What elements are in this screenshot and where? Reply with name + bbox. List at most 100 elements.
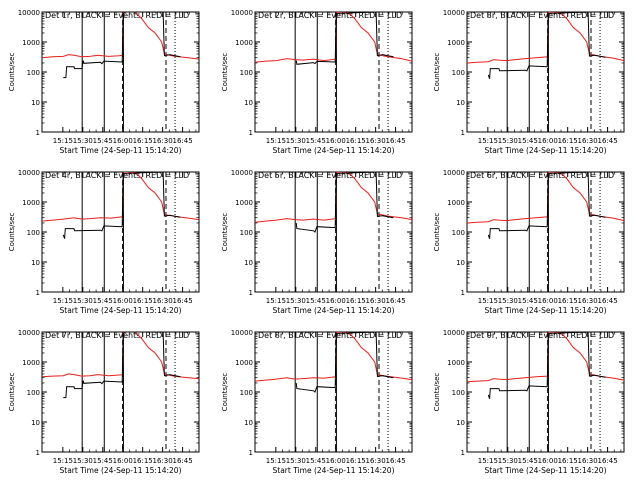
y-tick-label: 1 bbox=[461, 129, 465, 137]
y-tick-label: 10 bbox=[31, 259, 40, 267]
x-tick-label: 15:15 bbox=[53, 137, 73, 145]
x-tick-label: 16:15 bbox=[558, 457, 578, 465]
y-axis-label: Counts/sec bbox=[221, 213, 229, 252]
x-tick-label: 15:30 bbox=[498, 297, 518, 305]
x-tick-label: 15:15 bbox=[266, 457, 286, 465]
y-axis-label: Counts/sec bbox=[8, 213, 16, 252]
y-tick-label: 10000 bbox=[18, 329, 40, 337]
x-tick-label: 16:15 bbox=[133, 457, 153, 465]
events-series-line bbox=[487, 12, 606, 79]
detector-panel: Det 9r, BLACK = Events, RED = LLD 1 10 100 1… bbox=[433, 329, 625, 475]
y-tick-label: 10000 bbox=[443, 169, 465, 177]
y-tick-label: 10000 bbox=[231, 9, 253, 17]
x-tick-label: 15:45 bbox=[306, 297, 326, 305]
x-tick-label: 16:30 bbox=[366, 137, 386, 145]
x-tick-label: 16:30 bbox=[578, 297, 598, 305]
x-tick-label: 16:45 bbox=[173, 297, 193, 305]
detector-panel: Det 5r, BLACK = Events, RED = LLD 1 10 100 1… bbox=[221, 169, 413, 315]
x-axis-label: Start Time (24-Sep-11 15:14:20) bbox=[485, 466, 607, 475]
x-tick-label: 15:15 bbox=[478, 297, 498, 305]
y-tick-label: 10 bbox=[31, 99, 40, 107]
detector-panel: Det 7r, BLACK = Events, RED = LLD 1 10 100 1… bbox=[8, 329, 200, 475]
events-series-line bbox=[63, 12, 181, 79]
x-tick-label: 15:15 bbox=[53, 457, 73, 465]
events-series-line bbox=[295, 172, 394, 233]
x-axis-label: Start Time (24-Sep-11 15:14:20) bbox=[273, 146, 395, 155]
x-tick-label: 15:30 bbox=[286, 457, 306, 465]
y-tick-label: 1000 bbox=[235, 199, 253, 207]
y-tick-label: 1000 bbox=[235, 39, 253, 47]
x-tick-label: 15:30 bbox=[73, 457, 93, 465]
x-axis-label: Start Time (24-Sep-11 15:14:20) bbox=[273, 306, 395, 315]
lld-series-line bbox=[42, 12, 199, 60]
y-tick-label: 1 bbox=[461, 289, 465, 297]
x-tick-label: 16:45 bbox=[386, 297, 406, 305]
x-tick-label: 15:45 bbox=[93, 297, 113, 305]
panel-title: Det 1r, BLACK = Events, RED = LLD bbox=[45, 11, 189, 20]
x-tick-label: 15:30 bbox=[73, 137, 93, 145]
x-tick-label: 15:15 bbox=[478, 457, 498, 465]
y-tick-label: 10 bbox=[244, 99, 253, 107]
detector-panel: Det 6r, BLACK = Events, RED = LLD 1 10 100 1… bbox=[433, 169, 625, 315]
y-axis-label: Counts/sec bbox=[221, 373, 229, 412]
y-axis-label: Counts/sec bbox=[433, 373, 441, 412]
x-tick-label: 15:15 bbox=[266, 137, 286, 145]
x-tick-label: 15:45 bbox=[306, 137, 326, 145]
x-axis-label: Start Time (24-Sep-11 15:14:20) bbox=[485, 306, 607, 315]
y-tick-label: 1 bbox=[249, 449, 253, 457]
x-tick-label: 16:45 bbox=[598, 137, 618, 145]
y-tick-label: 1000 bbox=[22, 39, 40, 47]
x-tick-label: 15:15 bbox=[53, 297, 73, 305]
y-tick-label: 1000 bbox=[22, 359, 40, 367]
x-tick-label: 15:30 bbox=[286, 137, 306, 145]
x-tick-label: 16:30 bbox=[153, 137, 173, 145]
x-tick-label: 15:30 bbox=[286, 297, 306, 305]
panel-title: Det 6r, BLACK = Events, RED = LLD bbox=[470, 171, 614, 180]
detector-panel: Det 8r, BLACK = Events, RED = LLD 1 10 100 1… bbox=[221, 329, 413, 475]
y-axis-label: Counts/sec bbox=[433, 53, 441, 92]
x-axis-label: Start Time (24-Sep-11 15:14:20) bbox=[60, 466, 182, 475]
x-tick-label: 16:00 bbox=[326, 457, 346, 465]
x-tick-label: 15:45 bbox=[518, 457, 538, 465]
y-tick-label: 1 bbox=[36, 289, 40, 297]
x-tick-label: 16:45 bbox=[598, 297, 618, 305]
x-axis-label: Start Time (24-Sep-11 15:14:20) bbox=[60, 146, 182, 155]
x-tick-label: 16:45 bbox=[386, 137, 406, 145]
x-tick-label: 15:45 bbox=[306, 457, 326, 465]
x-tick-label: 16:30 bbox=[366, 297, 386, 305]
events-series-line bbox=[487, 332, 606, 399]
panel-title: Det 4r, BLACK = Events, RED = LLD bbox=[45, 171, 189, 180]
x-tick-label: 15:15 bbox=[478, 137, 498, 145]
x-tick-label: 16:00 bbox=[113, 457, 133, 465]
panel-title: Det 9r, BLACK = Events, RED = LLD bbox=[470, 331, 614, 340]
y-tick-label: 10000 bbox=[231, 329, 253, 337]
y-tick-label: 10 bbox=[456, 259, 465, 267]
detector-panel: Det 2r, BLACK = Events, RED = LLD 1 10 100 1… bbox=[221, 9, 413, 155]
x-tick-label: 16:45 bbox=[173, 137, 193, 145]
y-tick-label: 1000 bbox=[447, 39, 465, 47]
x-tick-label: 16:45 bbox=[386, 457, 406, 465]
x-tick-label: 16:00 bbox=[538, 457, 558, 465]
y-tick-label: 10000 bbox=[18, 169, 40, 177]
x-tick-label: 16:00 bbox=[113, 137, 133, 145]
y-tick-label: 100 bbox=[240, 69, 253, 77]
x-tick-label: 16:30 bbox=[153, 297, 173, 305]
y-tick-label: 1 bbox=[249, 129, 253, 137]
y-tick-label: 1 bbox=[461, 449, 465, 457]
y-axis-label: Counts/sec bbox=[433, 213, 441, 252]
panel-title: Det 8r, BLACK = Events, RED = LLD bbox=[258, 331, 402, 340]
y-tick-label: 100 bbox=[452, 69, 465, 77]
panel-title: Det 2r, BLACK = Events, RED = LLD bbox=[258, 11, 402, 20]
y-tick-label: 10 bbox=[456, 99, 465, 107]
events-series-line bbox=[487, 172, 606, 239]
x-axis-label: Start Time (24-Sep-11 15:14:20) bbox=[273, 466, 395, 475]
events-series-line bbox=[62, 172, 181, 239]
y-tick-label: 10000 bbox=[443, 9, 465, 17]
x-tick-label: 16:15 bbox=[346, 137, 366, 145]
y-tick-label: 10 bbox=[31, 419, 40, 427]
events-series-line bbox=[295, 12, 394, 65]
x-tick-label: 16:00 bbox=[538, 137, 558, 145]
x-tick-label: 16:45 bbox=[598, 457, 618, 465]
panel-title: Det 7r, BLACK = Events, RED = LLD bbox=[45, 331, 189, 340]
